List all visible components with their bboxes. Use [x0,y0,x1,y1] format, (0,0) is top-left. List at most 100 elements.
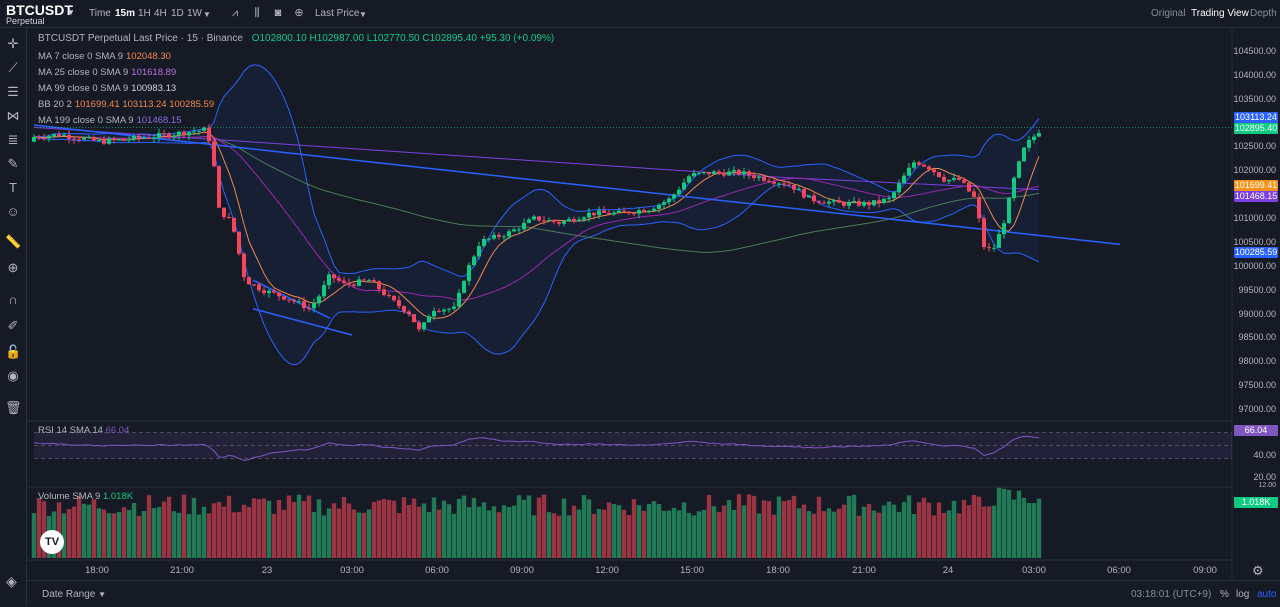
chevron-down-icon[interactable]: ▼ [67,8,75,17]
drawing-toolbar: ✛ ⟋ ☰ ⋈ ≣ ✎ T ☺ 📏 ⊕ ∩ ✐ 🔓 ◉ 🗑 [0,28,27,606]
price-type-select[interactable]: Last Price [315,8,360,19]
volume-bar [976,496,982,558]
volume-bar [381,499,387,558]
symbol-name[interactable]: BTCUSDT [6,2,73,18]
candle-body [897,183,901,193]
candle-body [772,181,776,184]
volume-legend[interactable]: Volume SMA 9 1.018K [38,491,133,502]
legend-ma99[interactable]: MA 99 close 0 SMA 9 100983.13 [38,83,176,94]
volume-bar [571,505,577,558]
candle-body [812,195,816,202]
volume-bar [686,512,692,558]
legend-bb[interactable]: BB 20 2 101699.41 103113.24 100285.59 [38,99,214,110]
candle-body [412,314,416,323]
interval-1w[interactable]: 1W [187,8,202,19]
candle-body [392,295,396,301]
view-original[interactable]: Original [1151,8,1186,19]
candle-body [592,212,596,216]
volume-bar [521,499,527,558]
horizontal-lines-icon[interactable]: ☰ [7,84,19,99]
time-axis-label: 06:00 [425,565,449,576]
candle-body [887,198,891,200]
candle-body [462,281,466,293]
interval-15m[interactable]: 15m [115,8,136,19]
volume-bar [491,506,497,558]
emoji-icon[interactable]: ☺ [6,204,20,219]
text-icon[interactable]: T [9,180,17,195]
volume-bar [946,510,952,558]
screenshot-icon[interactable]: ◙ [274,7,282,19]
zoom-icon[interactable]: ⊕ [7,260,19,275]
crosshair-icon[interactable]: ✛ [7,36,19,51]
volume-bar [391,500,397,558]
log-toggle[interactable]: log [1236,589,1250,600]
candle-body [287,299,291,301]
candle-body [657,204,661,209]
candle-body [587,212,591,218]
magnet-icon[interactable]: ∩ [8,292,18,307]
time-axis-label: 12:00 [595,565,619,576]
trash-icon[interactable]: 🗑 [5,400,22,415]
legend-ma199[interactable]: MA 199 close 0 SMA 9 101468.15 [38,115,182,126]
chevron-down-icon[interactable]: ▼ [203,10,211,19]
candle-body [92,136,96,141]
view-depth[interactable]: Depth [1250,8,1277,19]
rsi-legend[interactable]: RSI 14 SMA 14 66.04 [38,425,129,436]
volume-bar [231,512,237,558]
volume-bar [176,512,182,558]
add-icon[interactable]: ⊕ [294,7,304,19]
gear-icon[interactable]: ⚙ [1252,563,1264,578]
date-range-button[interactable]: Date Range ▼ [42,589,106,600]
volume-bar [961,499,967,558]
fib-icon[interactable]: ≣ [7,132,19,147]
volume-bar [206,513,212,558]
price-axis-label: 97500.00 [1238,380,1276,391]
candle-body [417,322,421,330]
ruler-icon[interactable]: 📏 [5,234,22,249]
time-button[interactable]: Time [89,8,111,19]
lock-drawing-icon[interactable]: ✐ [7,318,19,333]
auto-toggle[interactable]: auto [1257,589,1277,600]
candle-body [957,177,961,180]
legend-value: 101618.89 [131,67,177,78]
legend-ma25[interactable]: MA 25 close 0 SMA 9 101618.89 [38,67,176,78]
candle-body [232,217,236,232]
eye-icon[interactable]: ◉ [7,368,19,383]
candle-body [347,282,351,285]
indicators-icon[interactable]: ⩘ [231,7,239,19]
volume-bar [321,515,327,558]
volume-bar [426,511,432,558]
view-trading-view[interactable]: Trading View [1191,8,1249,19]
candle-body [727,171,731,176]
brush-icon[interactable]: ✎ [7,156,19,171]
volume-bar [466,507,472,558]
percent-toggle[interactable]: % [1220,589,1229,600]
candle-body [437,310,441,312]
candle-body [907,167,911,176]
volume-bar [586,499,592,558]
candle-body [527,219,531,223]
candle-body [732,170,736,172]
candle-body [562,221,566,224]
layers-icon[interactable]: ◈ [6,573,17,589]
candle-body [642,210,646,212]
volume-bar [246,506,252,558]
legend-ma7[interactable]: MA 7 close 0 SMA 9 102048.30 [38,51,171,62]
candle-body [342,280,346,283]
candle-body [952,177,956,180]
volume-bar [741,505,747,558]
interval-1h[interactable]: 1H [138,8,151,19]
volume-bar [791,495,797,558]
pattern-icon[interactable]: ⋈ [6,108,20,123]
candle-body [312,303,316,309]
chevron-down-icon[interactable]: ▼ [359,10,367,19]
trend-line-icon[interactable]: ⟋ [8,60,18,75]
interval-1d[interactable]: 1D [171,8,184,19]
price-tag: 101468.15 [1234,190,1278,202]
interval-4h[interactable]: 4H [154,8,167,19]
candle-body [567,219,571,222]
candle-body [142,137,146,139]
candle-type-icon[interactable]: ⫼ [254,7,260,19]
lock-icon[interactable]: 🔓 [5,344,22,359]
